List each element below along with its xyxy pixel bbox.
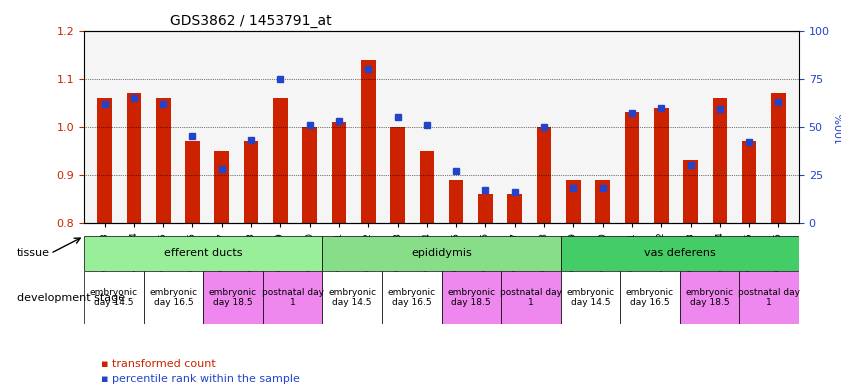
FancyBboxPatch shape <box>680 271 739 324</box>
Bar <box>712 98 727 223</box>
FancyBboxPatch shape <box>322 271 382 324</box>
Text: postnatal day
1: postnatal day 1 <box>500 288 562 307</box>
Bar <box>390 127 405 223</box>
Bar <box>771 93 785 223</box>
Bar <box>566 180 580 223</box>
Bar <box>420 151 434 223</box>
FancyBboxPatch shape <box>442 271 501 324</box>
Bar <box>595 180 610 223</box>
FancyBboxPatch shape <box>262 271 322 324</box>
Bar <box>507 194 522 223</box>
Bar <box>98 98 112 223</box>
FancyBboxPatch shape <box>84 271 144 324</box>
Text: ▪ transformed count: ▪ transformed count <box>101 359 215 369</box>
Bar <box>273 98 288 223</box>
Text: embryonic
day 18.5: embryonic day 18.5 <box>209 288 257 307</box>
Text: embryonic
day 18.5: embryonic day 18.5 <box>447 288 495 307</box>
Bar <box>537 127 552 223</box>
FancyBboxPatch shape <box>739 271 799 324</box>
Bar <box>331 122 346 223</box>
Text: development stage: development stage <box>17 293 125 303</box>
Text: postnatal day
1: postnatal day 1 <box>262 288 324 307</box>
Bar <box>361 60 376 223</box>
FancyBboxPatch shape <box>144 271 204 324</box>
Bar <box>654 108 669 223</box>
Text: ▪ percentile rank within the sample: ▪ percentile rank within the sample <box>101 374 299 384</box>
Bar <box>303 127 317 223</box>
Y-axis label: 100%: 100% <box>835 111 841 142</box>
Bar <box>683 161 698 223</box>
Text: postnatal day
1: postnatal day 1 <box>738 288 800 307</box>
FancyBboxPatch shape <box>501 271 561 324</box>
Text: vas deferens: vas deferens <box>644 248 716 258</box>
Bar <box>742 141 756 223</box>
FancyBboxPatch shape <box>204 271 262 324</box>
FancyBboxPatch shape <box>561 271 620 324</box>
Bar <box>625 112 639 223</box>
Text: GDS3862 / 1453791_at: GDS3862 / 1453791_at <box>170 14 331 28</box>
Text: embryonic
day 18.5: embryonic day 18.5 <box>685 288 733 307</box>
FancyBboxPatch shape <box>322 236 561 271</box>
Bar <box>156 98 171 223</box>
Text: embryonic
day 14.5: embryonic day 14.5 <box>90 288 138 307</box>
Text: efferent ducts: efferent ducts <box>164 248 242 258</box>
Bar <box>127 93 141 223</box>
Text: embryonic
day 16.5: embryonic day 16.5 <box>150 288 198 307</box>
Text: embryonic
day 14.5: embryonic day 14.5 <box>566 288 615 307</box>
Bar <box>479 194 493 223</box>
Text: embryonic
day 16.5: embryonic day 16.5 <box>626 288 674 307</box>
FancyBboxPatch shape <box>84 236 322 271</box>
Bar <box>185 141 200 223</box>
Bar <box>214 151 229 223</box>
Bar <box>244 141 258 223</box>
Text: embryonic
day 14.5: embryonic day 14.5 <box>328 288 376 307</box>
Text: embryonic
day 16.5: embryonic day 16.5 <box>388 288 436 307</box>
Text: tissue: tissue <box>17 248 50 258</box>
FancyBboxPatch shape <box>561 236 799 271</box>
FancyBboxPatch shape <box>382 271 442 324</box>
FancyBboxPatch shape <box>620 271 680 324</box>
Text: epididymis: epididymis <box>411 248 472 258</box>
Bar <box>449 180 463 223</box>
